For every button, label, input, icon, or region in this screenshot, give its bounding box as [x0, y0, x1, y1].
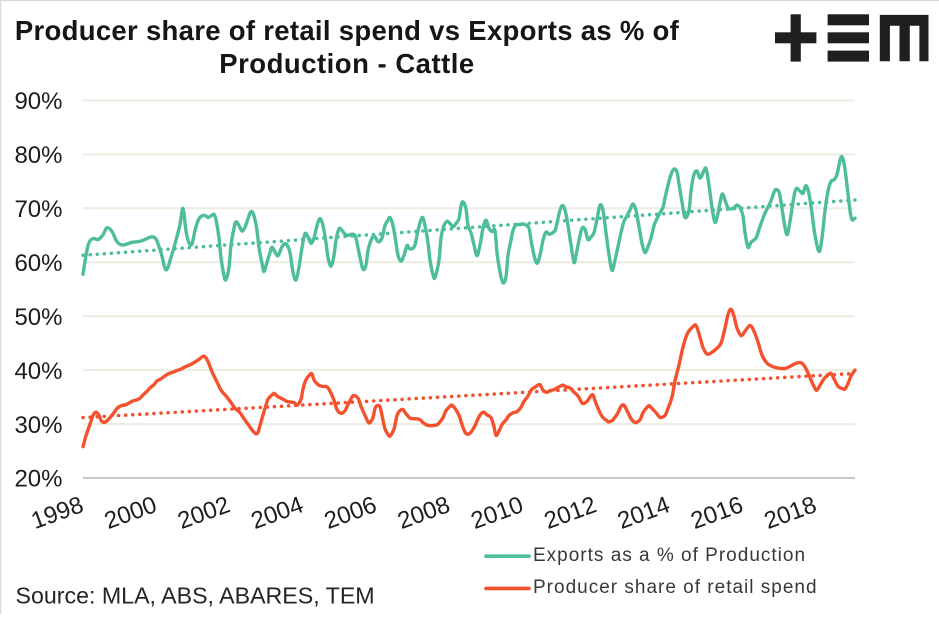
svg-text:40%: 40% — [14, 358, 62, 385]
svg-text:Exports as a % of Production: Exports as a % of Production — [533, 545, 806, 566]
svg-text:70%: 70% — [14, 196, 62, 223]
svg-text:30%: 30% — [14, 412, 62, 439]
svg-text:50%: 50% — [14, 304, 62, 331]
svg-text:Producer share of retail spend: Producer share of retail spend — [533, 577, 818, 598]
svg-text:20%: 20% — [14, 466, 62, 493]
svg-text:Producer share of retail spend: Producer share of retail spend vs Export… — [15, 15, 680, 46]
svg-text:Source: MLA, ABS, ABARES, TEM: Source: MLA, ABS, ABARES, TEM — [16, 583, 375, 609]
svg-text:90%: 90% — [14, 88, 62, 115]
svg-text:80%: 80% — [14, 142, 62, 169]
svg-text:Production - Cattle: Production - Cattle — [219, 48, 474, 79]
svg-text:60%: 60% — [14, 250, 62, 277]
